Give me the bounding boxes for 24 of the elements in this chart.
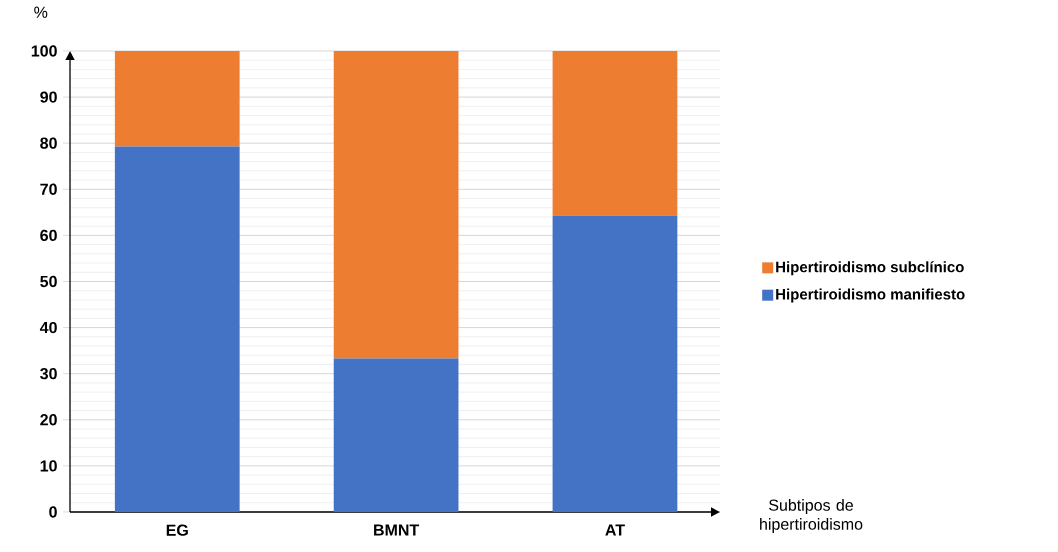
bar: [333, 358, 459, 512]
y-tick-label: 70: [40, 183, 57, 195]
y-tick-label: 30: [40, 368, 57, 380]
y-tick-label: 80: [40, 137, 57, 149]
bar: [114, 50, 240, 147]
bar: [333, 50, 459, 359]
bar: [552, 50, 678, 216]
y-tick-label: 90: [40, 91, 57, 103]
x-tick-label: AT: [605, 524, 625, 536]
legend-label: Hipertiroidismo manifiesto: [776, 288, 965, 303]
bar: [552, 215, 678, 512]
x-axis-title: Subtipos de hipertiroidismo: [760, 499, 863, 533]
y-tick-label: 60: [40, 229, 57, 242]
bar: [114, 146, 240, 512]
legend-label: Hipertiroidismo subclínico: [776, 261, 964, 276]
y-tick-label: 50: [40, 275, 57, 288]
y-axis-title: %: [34, 6, 48, 18]
x-tick-label: BMNT: [374, 524, 420, 536]
x-tick-label: EG: [166, 524, 188, 536]
y-tick-label: 0: [49, 506, 57, 518]
y-tick-label: 40: [39, 321, 57, 334]
y-tick-label: 10: [40, 460, 57, 472]
y-tick-label: 100: [31, 45, 57, 57]
y-tick-label: 20: [40, 414, 57, 426]
